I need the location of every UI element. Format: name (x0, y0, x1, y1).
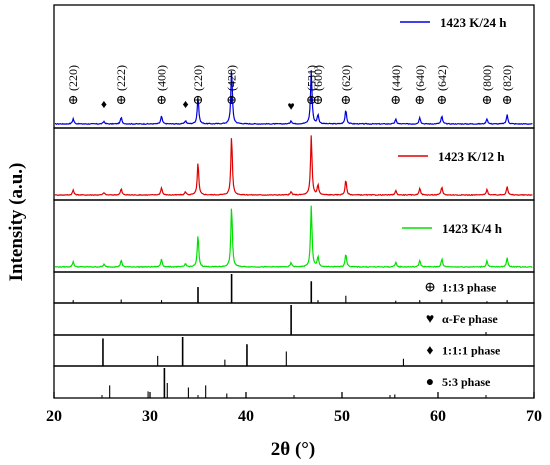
reference-symbol: ♦ (426, 344, 433, 359)
panel-frame (53, 127, 535, 201)
peak-symbol: ♦ (101, 97, 107, 111)
peak-miller-index: (640) (413, 65, 427, 91)
peak-symbol: ⊕ (414, 92, 425, 107)
reference-symbol: ● (426, 375, 434, 390)
reference-label: 1:13 phase (442, 281, 497, 295)
reference-label: α-Fe phase (442, 312, 498, 326)
traces (54, 70, 533, 269)
peak-symbol: ♦ (182, 97, 188, 111)
x-axis-label: 2θ (°) (271, 439, 315, 460)
peak-miller-index: (420) (225, 65, 239, 91)
peak-symbol: ⊕ (313, 92, 324, 107)
x-tick-label: 50 (334, 408, 350, 425)
reference-symbol: ⊕ (424, 281, 436, 296)
reference-label: 1:1:1 phase (442, 344, 501, 358)
legends: 1423 K/24 h 1423 K/12 h 1423 K/4 h (398, 15, 507, 236)
panels (53, 4, 535, 399)
xrd-trace (54, 135, 533, 197)
x-tick-label: 70 (526, 408, 542, 425)
peak-symbol: ♥ (288, 99, 295, 113)
reference-symbol: ♥ (426, 312, 434, 327)
peak-miller-index: (820) (500, 65, 514, 91)
peak-miller-index: (400) (155, 65, 169, 91)
legend-label: 1423 K/12 h (438, 149, 505, 164)
reference-label: 5:3 phase (442, 375, 491, 389)
x-tick-label: 40 (238, 408, 254, 425)
peak-symbol: ⊕ (436, 92, 447, 107)
x-tick-label: 20 (46, 408, 62, 425)
xrd-trace (55, 70, 533, 126)
peak-miller-index: (440) (389, 65, 403, 91)
peak-miller-index: (642) (435, 65, 449, 91)
peak-miller-index: (222) (114, 65, 128, 91)
peak-symbol: ⊕ (502, 92, 513, 107)
legend-label: 1423 K/24 h (440, 15, 507, 30)
peak-symbol: ⊕ (226, 92, 237, 107)
peak-symbol: ⊕ (193, 92, 204, 107)
peak-symbol: ⊕ (68, 92, 79, 107)
peak-symbol: ⊕ (306, 92, 317, 107)
x-tick-label: 60 (430, 408, 446, 425)
peak-miller-index: (800) (480, 65, 494, 91)
panel-frame (53, 199, 535, 273)
x-tick-label: 30 (142, 408, 158, 425)
xrd-trace (54, 205, 533, 269)
y-axis-label: Intensity (a.u.) (6, 163, 27, 282)
reference-patterns: ⊕ 1:13 phase ♥ α-Fe phase ♦ 1:1:1 phase ● 5:3 p… (72, 274, 508, 398)
peak-symbol: ⊕ (340, 92, 351, 107)
peak-annotations: ⊕(220)♦ ⊕(222)⊕(400)♦ ⊕(220)⊕(420)♥ ⊕(531)⊕… (66, 65, 514, 113)
peak-miller-index: (600) (311, 65, 325, 91)
x-axis: 20 30 40 50 60 70 (46, 392, 542, 425)
peak-symbol: ⊕ (116, 92, 127, 107)
peak-miller-index: (531) (304, 65, 318, 91)
legend-label: 1423 K/4 h (442, 221, 503, 236)
peak-miller-index: (620) (339, 65, 353, 91)
peak-symbol: ⊕ (482, 92, 493, 107)
peak-miller-index: (220) (66, 65, 80, 91)
peak-miller-index: (220) (191, 65, 205, 91)
peak-symbol: ⊕ (390, 92, 401, 107)
peak-symbol: ⊕ (156, 92, 167, 107)
